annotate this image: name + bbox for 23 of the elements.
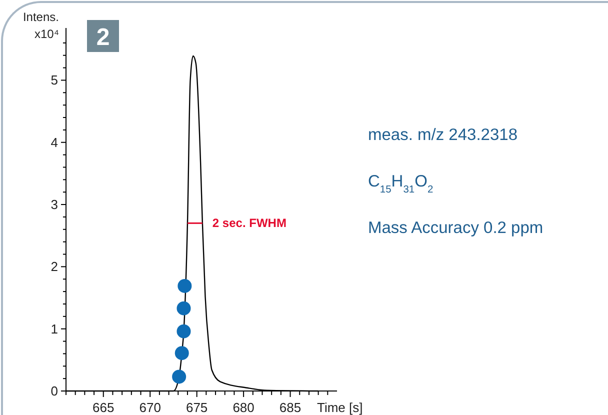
x-tick-label: 675	[186, 400, 208, 415]
point	[176, 301, 191, 316]
y-tick-label: 4	[50, 134, 58, 150]
x-tick-label: 680	[232, 400, 254, 415]
text: C$_{15}$H$_{31}$O$_{2}$	[368, 172, 434, 195]
y-tick-label: 3	[50, 197, 58, 212]
y-tick-label: 2	[50, 259, 58, 274]
y-tick-label: 0	[50, 384, 58, 398]
x-axis-title: Time [s]	[317, 400, 363, 415]
x-tick-label: 665	[92, 400, 114, 415]
text: Mass Accuracy 0.2 ppm	[368, 219, 544, 237]
point	[178, 278, 192, 293]
annotation: 2 sec. FWHM	[212, 216, 286, 230]
chart-title: 2	[96, 24, 110, 51]
y-tick-label: 5	[50, 72, 58, 88]
point	[176, 324, 191, 338]
point	[172, 370, 186, 384]
y-axis-title: Intens. x10⁴	[22, 10, 59, 41]
y-tick-label: 1	[50, 321, 58, 336]
x-tick-label: 670	[139, 400, 161, 415]
text: meas. m/z 243.2318	[368, 126, 518, 144]
point	[174, 346, 189, 360]
x-tick-label: 685	[279, 400, 302, 415]
